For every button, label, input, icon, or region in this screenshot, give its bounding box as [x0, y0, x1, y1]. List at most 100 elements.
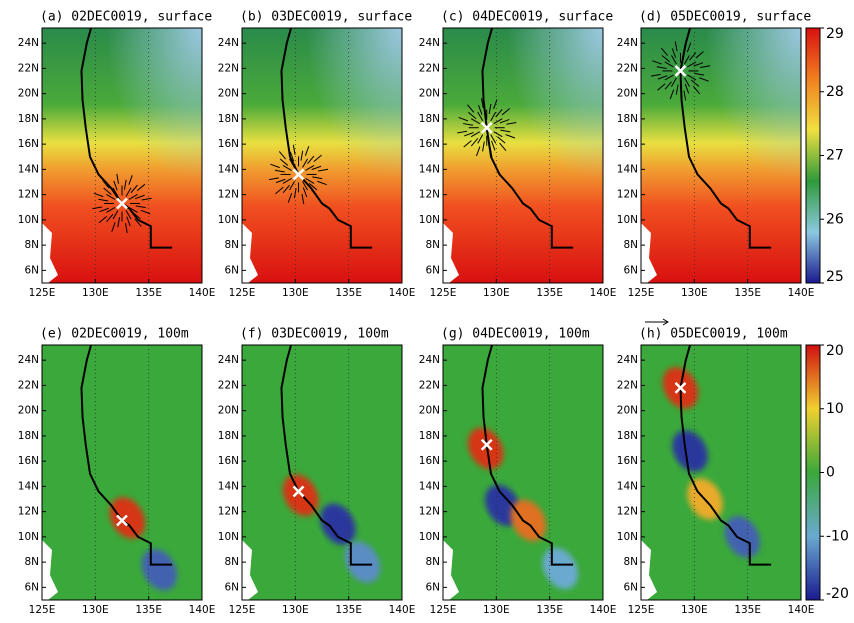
y-tick-label: 8N: [224, 239, 239, 251]
frame: [41, 27, 203, 284]
wind-arrow: [289, 151, 295, 162]
anomaly: [672, 430, 708, 472]
y-tick-label: 6N: [425, 581, 440, 593]
wind-arrow: [136, 183, 146, 191]
y-tick-label: 6N: [425, 264, 440, 276]
wind-arrow: [490, 134, 497, 144]
wind-arrow: [489, 147, 493, 158]
wind-arrow: [311, 189, 319, 198]
wind-arrow: [301, 194, 305, 205]
wind-arrow: [134, 194, 145, 200]
x-tick-label: 130E: [282, 604, 309, 616]
frame: [442, 344, 604, 601]
y-tick-label: 20N: [419, 405, 440, 417]
wind-arrow: [699, 77, 709, 82]
wind-arrow: [476, 146, 481, 157]
wind-arrow: [292, 144, 296, 155]
y-tick-label: 6N: [24, 581, 39, 593]
wind-arrow: [652, 60, 662, 65]
wind-arrow: [93, 192, 104, 198]
wind-arrow: [675, 84, 679, 95]
x-tick-label: 135E: [536, 604, 563, 616]
y-tick-label: 24N: [18, 37, 39, 49]
wind-arrow: [134, 218, 142, 227]
y-tick-label: 20N: [617, 405, 638, 417]
wind-arrow: [694, 72, 705, 76]
panel: [242, 345, 402, 600]
y-tick-label: 10N: [18, 214, 39, 226]
x-tick-label: 130E: [483, 604, 510, 616]
y-tick-label: 8N: [24, 239, 39, 251]
wind-arrow: [687, 74, 697, 81]
wind-arrow: [671, 48, 677, 58]
y-tick-label: 18N: [218, 430, 239, 442]
land: [641, 540, 657, 600]
wind-arrow: [293, 188, 297, 199]
colorbar-label: 27: [826, 148, 844, 164]
wind-arrow: [308, 183, 318, 191]
land: [42, 540, 58, 600]
y-tick-label: 8N: [24, 556, 39, 568]
wind-arrow: [664, 74, 674, 81]
y-tick-label: 8N: [224, 556, 239, 568]
x-tick-label: 135E: [135, 287, 162, 299]
y-tick-label: 16N: [617, 455, 638, 467]
colorbar-label: 26: [826, 211, 844, 227]
y-tick-label: 12N: [218, 189, 239, 201]
wind-arrow: [671, 55, 677, 65]
wind-arrow: [650, 73, 661, 77]
wind-arrow: [661, 55, 671, 63]
colorbar-label: -20: [826, 586, 849, 602]
y-tick-label: 14N: [617, 163, 638, 175]
y-tick-label: 14N: [419, 163, 440, 175]
wind-arrow: [463, 140, 472, 148]
storm-track: [280, 28, 373, 249]
y-tick-label: 22N: [419, 379, 440, 391]
y-tick-label: 18N: [617, 113, 638, 125]
y-tick-label: 10N: [419, 214, 440, 226]
panel-title: (g) 04DEC0019, 100m: [441, 327, 590, 342]
wind-arrow: [664, 81, 672, 90]
field: [42, 345, 202, 600]
x-tick-label: 125E: [29, 287, 56, 299]
anomaly: [109, 497, 146, 539]
y-tick-label: 10N: [617, 531, 638, 543]
wind-arrow: [669, 89, 675, 100]
wind-arrow: [311, 165, 322, 171]
wind-arrow: [312, 176, 323, 180]
wind-arrow: [468, 111, 477, 120]
wind-arrow: [92, 206, 103, 210]
wind-arrow: [125, 187, 132, 197]
storm-center: [292, 485, 305, 498]
wind-arrow: [282, 178, 292, 184]
storm-track: [80, 28, 173, 249]
panel: [443, 345, 603, 600]
wind-arrow: [700, 65, 711, 68]
wind-arrow: [687, 61, 697, 68]
wind-arrow: [278, 151, 287, 160]
y-tick-label: 22N: [617, 379, 638, 391]
storm-center: [480, 121, 493, 134]
y-tick-label: 22N: [617, 62, 638, 74]
wind-arrow: [477, 134, 484, 144]
wind-arrow: [481, 98, 484, 109]
wind-arrow: [495, 109, 503, 118]
wind-arrow: [318, 168, 329, 172]
reference-arrow: [645, 318, 669, 326]
wind-arrow: [124, 223, 128, 234]
wind-arrow: [506, 122, 517, 125]
frame: [241, 344, 403, 601]
wind-arrow: [132, 212, 141, 220]
wind-arrow: [505, 134, 516, 139]
land: [242, 540, 258, 600]
wind-arrow: [274, 169, 285, 173]
wind-arrow: [282, 184, 290, 194]
anomaly: [320, 503, 356, 545]
y-tick-label: 16N: [18, 138, 39, 150]
field-cool: [42, 28, 202, 283]
wind-arrow: [464, 132, 474, 137]
wind-arrow: [684, 83, 690, 94]
x-tick-label: 140E: [389, 604, 416, 616]
wind-arrow: [467, 104, 475, 113]
wind-arrow: [98, 215, 108, 224]
